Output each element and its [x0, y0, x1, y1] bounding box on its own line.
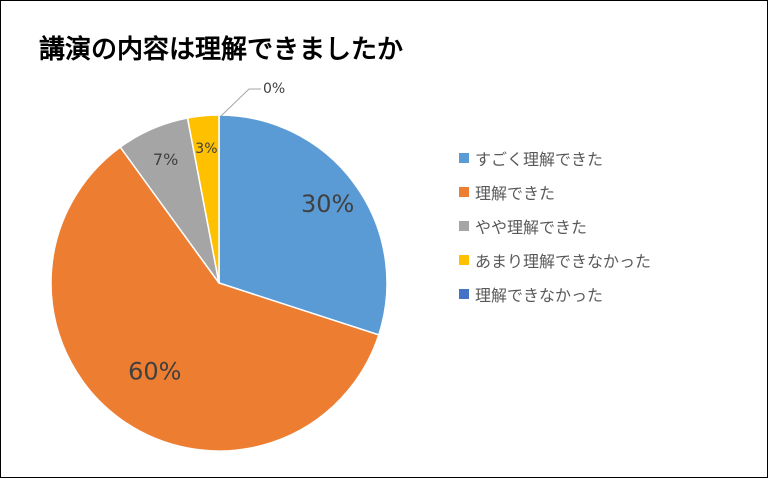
legend-item: あまり理解できなかった [459, 243, 651, 277]
data-label: 30% [301, 190, 354, 218]
legend-item: やや理解できた [459, 209, 651, 243]
chart-title: 講演の内容は理解できましたか [39, 35, 404, 65]
legend-swatch [459, 153, 469, 163]
legend-swatch [459, 255, 469, 265]
legend-label: すごく理解できた [475, 150, 604, 169]
data-label: 7% [153, 150, 178, 169]
legend-label: あまり理解できなかった [475, 252, 652, 271]
pie-slice [218, 114, 388, 336]
legend-swatch [459, 187, 469, 197]
data-label: 0% [263, 81, 285, 97]
data-label: 3% [195, 141, 217, 157]
legend-swatch [459, 289, 469, 299]
pie-slice [50, 146, 380, 452]
legend-label: 理解できなかった [475, 286, 604, 305]
legend-item: 理解できた [459, 175, 651, 209]
pie-slice [186, 114, 220, 284]
legend-swatch [459, 221, 469, 231]
chart-legend: すごく理解できた 理解できた やや理解できた あまり理解できなかった 理解できな… [459, 141, 651, 311]
legend-item: すごく理解できた [459, 141, 651, 175]
leader-line [220, 88, 261, 117]
data-label: 60% [128, 357, 181, 385]
legend-label: 理解できた [475, 184, 556, 203]
legend-label: やや理解できた [475, 218, 588, 237]
legend-item: 理解できなかった [459, 277, 651, 311]
